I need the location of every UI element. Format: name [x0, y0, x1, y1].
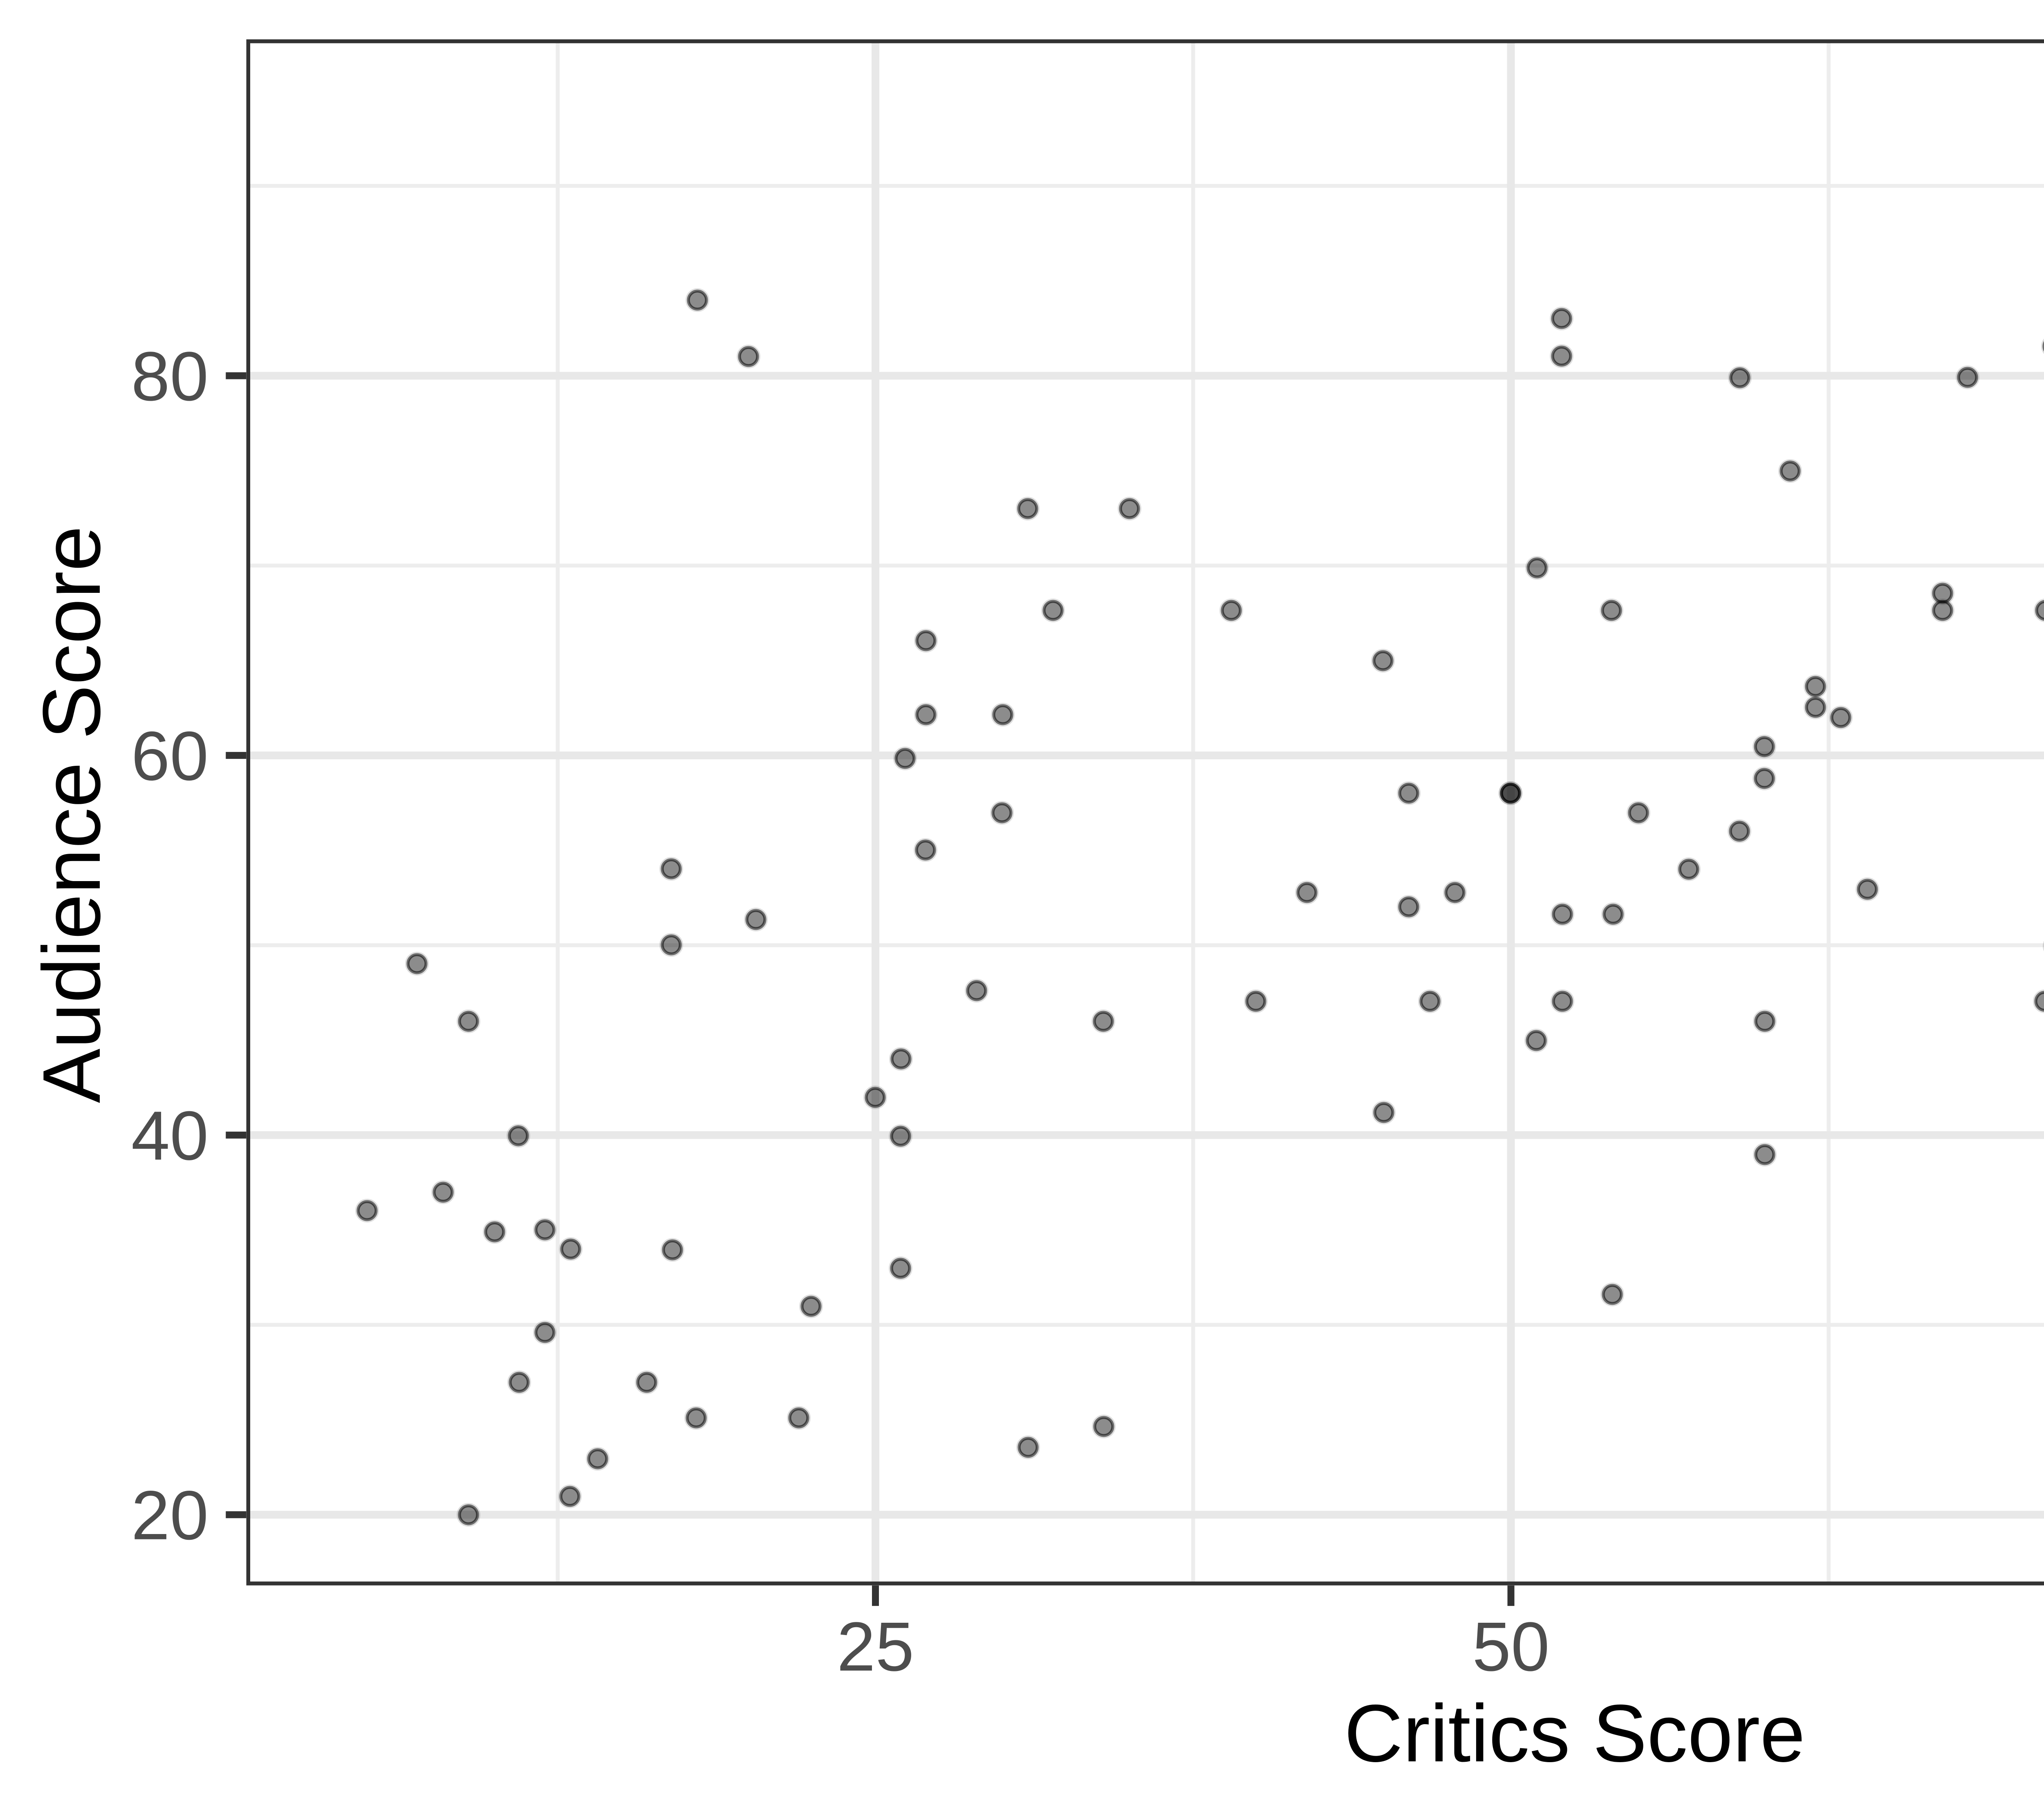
svg-text:20: 20 [131, 1477, 208, 1554]
svg-text:Audience Score: Audience Score [26, 526, 117, 1103]
svg-text:60: 60 [131, 718, 208, 795]
svg-text:50: 50 [1472, 1608, 1549, 1686]
svg-text:25: 25 [837, 1608, 914, 1686]
svg-text:Critics Score: Critics Score [1344, 1688, 1805, 1779]
svg-text:40: 40 [131, 1097, 208, 1175]
svg-text:80: 80 [131, 338, 208, 415]
